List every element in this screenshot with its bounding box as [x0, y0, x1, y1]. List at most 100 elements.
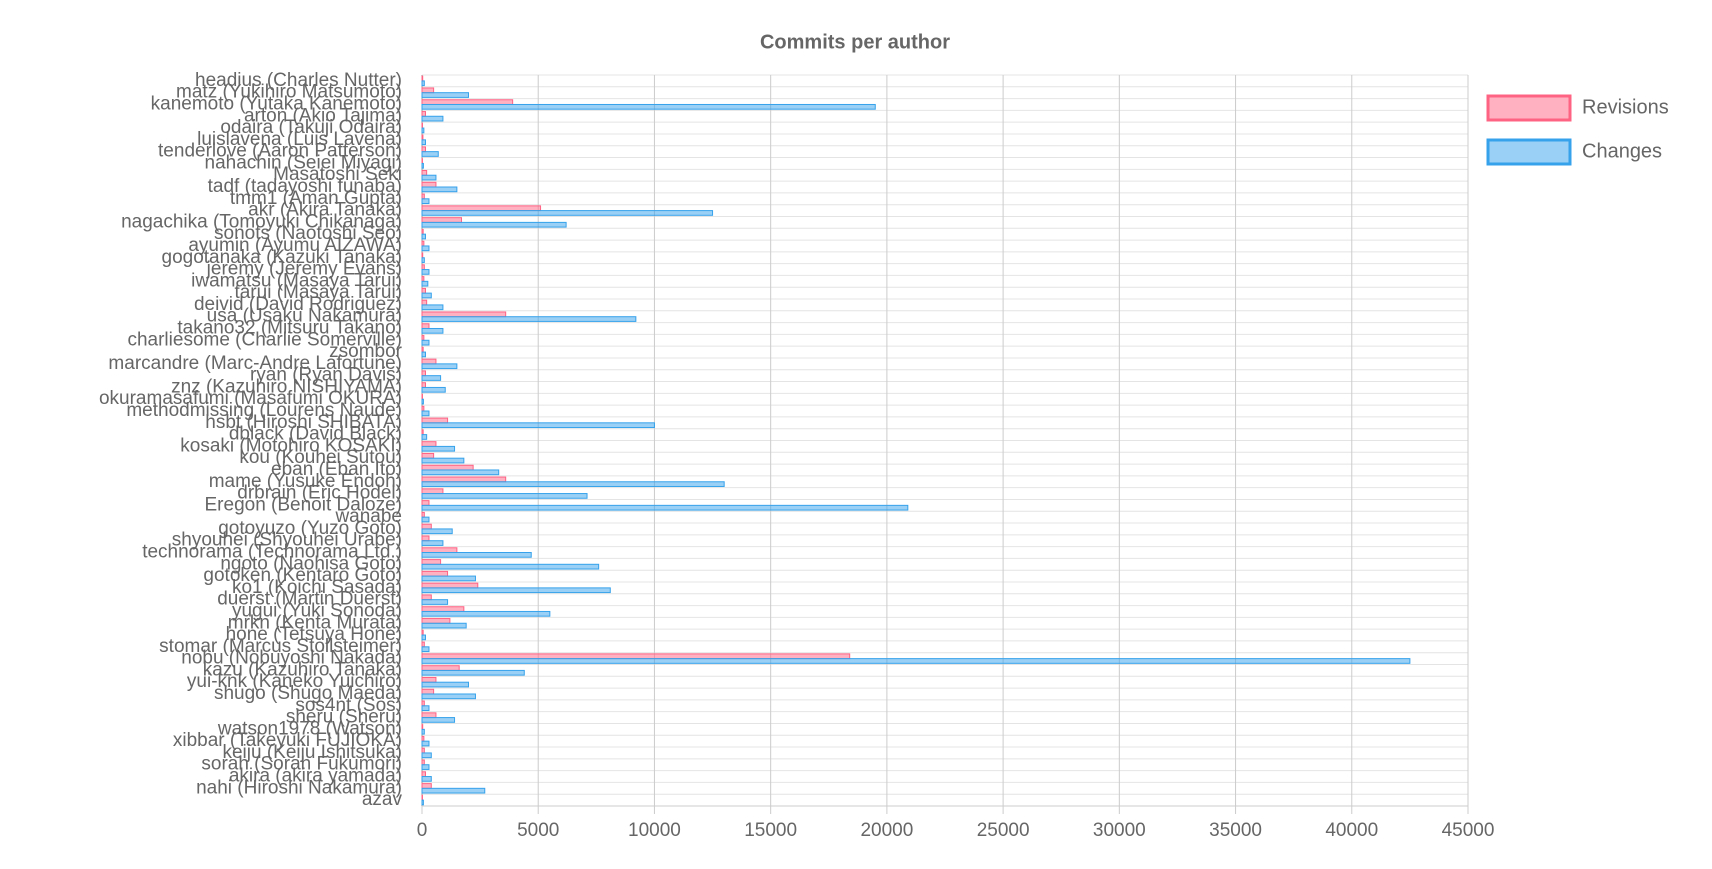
bar — [422, 458, 464, 463]
x-tick-label: 30000 — [1093, 820, 1146, 841]
bar — [422, 800, 423, 805]
bar — [422, 340, 429, 345]
bar — [422, 324, 429, 329]
bar — [422, 317, 636, 322]
bar — [422, 305, 443, 310]
bar — [422, 725, 423, 730]
bar — [422, 713, 436, 718]
bar — [422, 211, 713, 216]
bar — [422, 293, 431, 298]
bar — [422, 234, 425, 239]
bar — [422, 772, 425, 777]
bar — [422, 670, 524, 675]
legend-swatch — [1488, 96, 1570, 120]
bar — [422, 571, 448, 576]
bar — [422, 623, 466, 628]
bar — [422, 729, 424, 734]
bar — [422, 206, 541, 211]
bar — [422, 677, 436, 682]
x-tick-label: 35000 — [1209, 820, 1262, 841]
bar — [422, 611, 550, 616]
bar — [422, 470, 499, 475]
bar — [422, 100, 513, 105]
bar — [422, 524, 431, 529]
bar — [422, 529, 452, 534]
bar — [422, 654, 850, 659]
bar — [422, 706, 429, 711]
bar — [422, 163, 423, 168]
bar — [422, 536, 429, 541]
bar — [422, 288, 425, 293]
bar — [422, 399, 423, 404]
bar — [422, 175, 436, 180]
bar — [422, 194, 424, 199]
bar — [422, 387, 445, 392]
bar — [422, 411, 429, 416]
bar — [422, 642, 424, 647]
bar — [422, 336, 424, 341]
bar — [422, 718, 455, 723]
bar — [422, 630, 423, 635]
bar — [422, 453, 434, 458]
bar — [422, 147, 425, 152]
bar — [422, 116, 443, 121]
bar — [422, 442, 436, 447]
bar — [422, 171, 427, 176]
x-tick-label: 25000 — [977, 820, 1030, 841]
bar — [422, 347, 423, 352]
bar — [422, 694, 475, 699]
bar — [422, 765, 429, 770]
bar — [422, 446, 455, 451]
bar — [422, 423, 654, 428]
bar — [422, 788, 485, 793]
bar — [422, 564, 599, 569]
bar — [422, 482, 724, 487]
bar — [422, 430, 423, 435]
bar — [422, 659, 1410, 664]
legend-label: Changes — [1582, 140, 1662, 162]
x-tick-label: 0 — [417, 820, 428, 841]
bar — [422, 300, 427, 305]
x-tick-label: 10000 — [628, 820, 681, 841]
bar — [422, 619, 450, 624]
bar — [422, 647, 429, 652]
bar — [422, 93, 468, 98]
bar — [422, 359, 436, 364]
bar — [422, 505, 908, 510]
bar — [422, 607, 464, 612]
bar — [422, 588, 610, 593]
bar — [422, 576, 475, 581]
x-tick-label: 5000 — [517, 820, 559, 841]
bar — [422, 748, 424, 753]
bar — [422, 635, 425, 640]
x-tick-label: 40000 — [1325, 820, 1378, 841]
y-tick-label: azav — [362, 789, 403, 810]
bar — [422, 312, 506, 317]
bar — [422, 376, 441, 381]
bar — [422, 371, 425, 376]
bar — [422, 270, 429, 275]
bar — [422, 364, 457, 369]
bar — [422, 222, 566, 227]
bar — [422, 328, 443, 333]
bar — [422, 383, 425, 388]
bar — [422, 265, 424, 270]
bar — [422, 187, 457, 192]
bar — [422, 666, 459, 671]
bar — [422, 595, 431, 600]
bar — [422, 517, 429, 522]
bar — [422, 112, 425, 117]
bar — [422, 229, 423, 234]
bar — [422, 152, 438, 157]
bar — [422, 465, 473, 470]
bar — [422, 246, 429, 251]
bar — [422, 760, 424, 765]
bar — [422, 88, 434, 93]
bar — [422, 701, 424, 706]
bar — [422, 560, 441, 565]
bar — [422, 140, 425, 145]
bar — [422, 258, 424, 263]
x-tick-label: 15000 — [744, 820, 797, 841]
bar — [422, 241, 424, 246]
